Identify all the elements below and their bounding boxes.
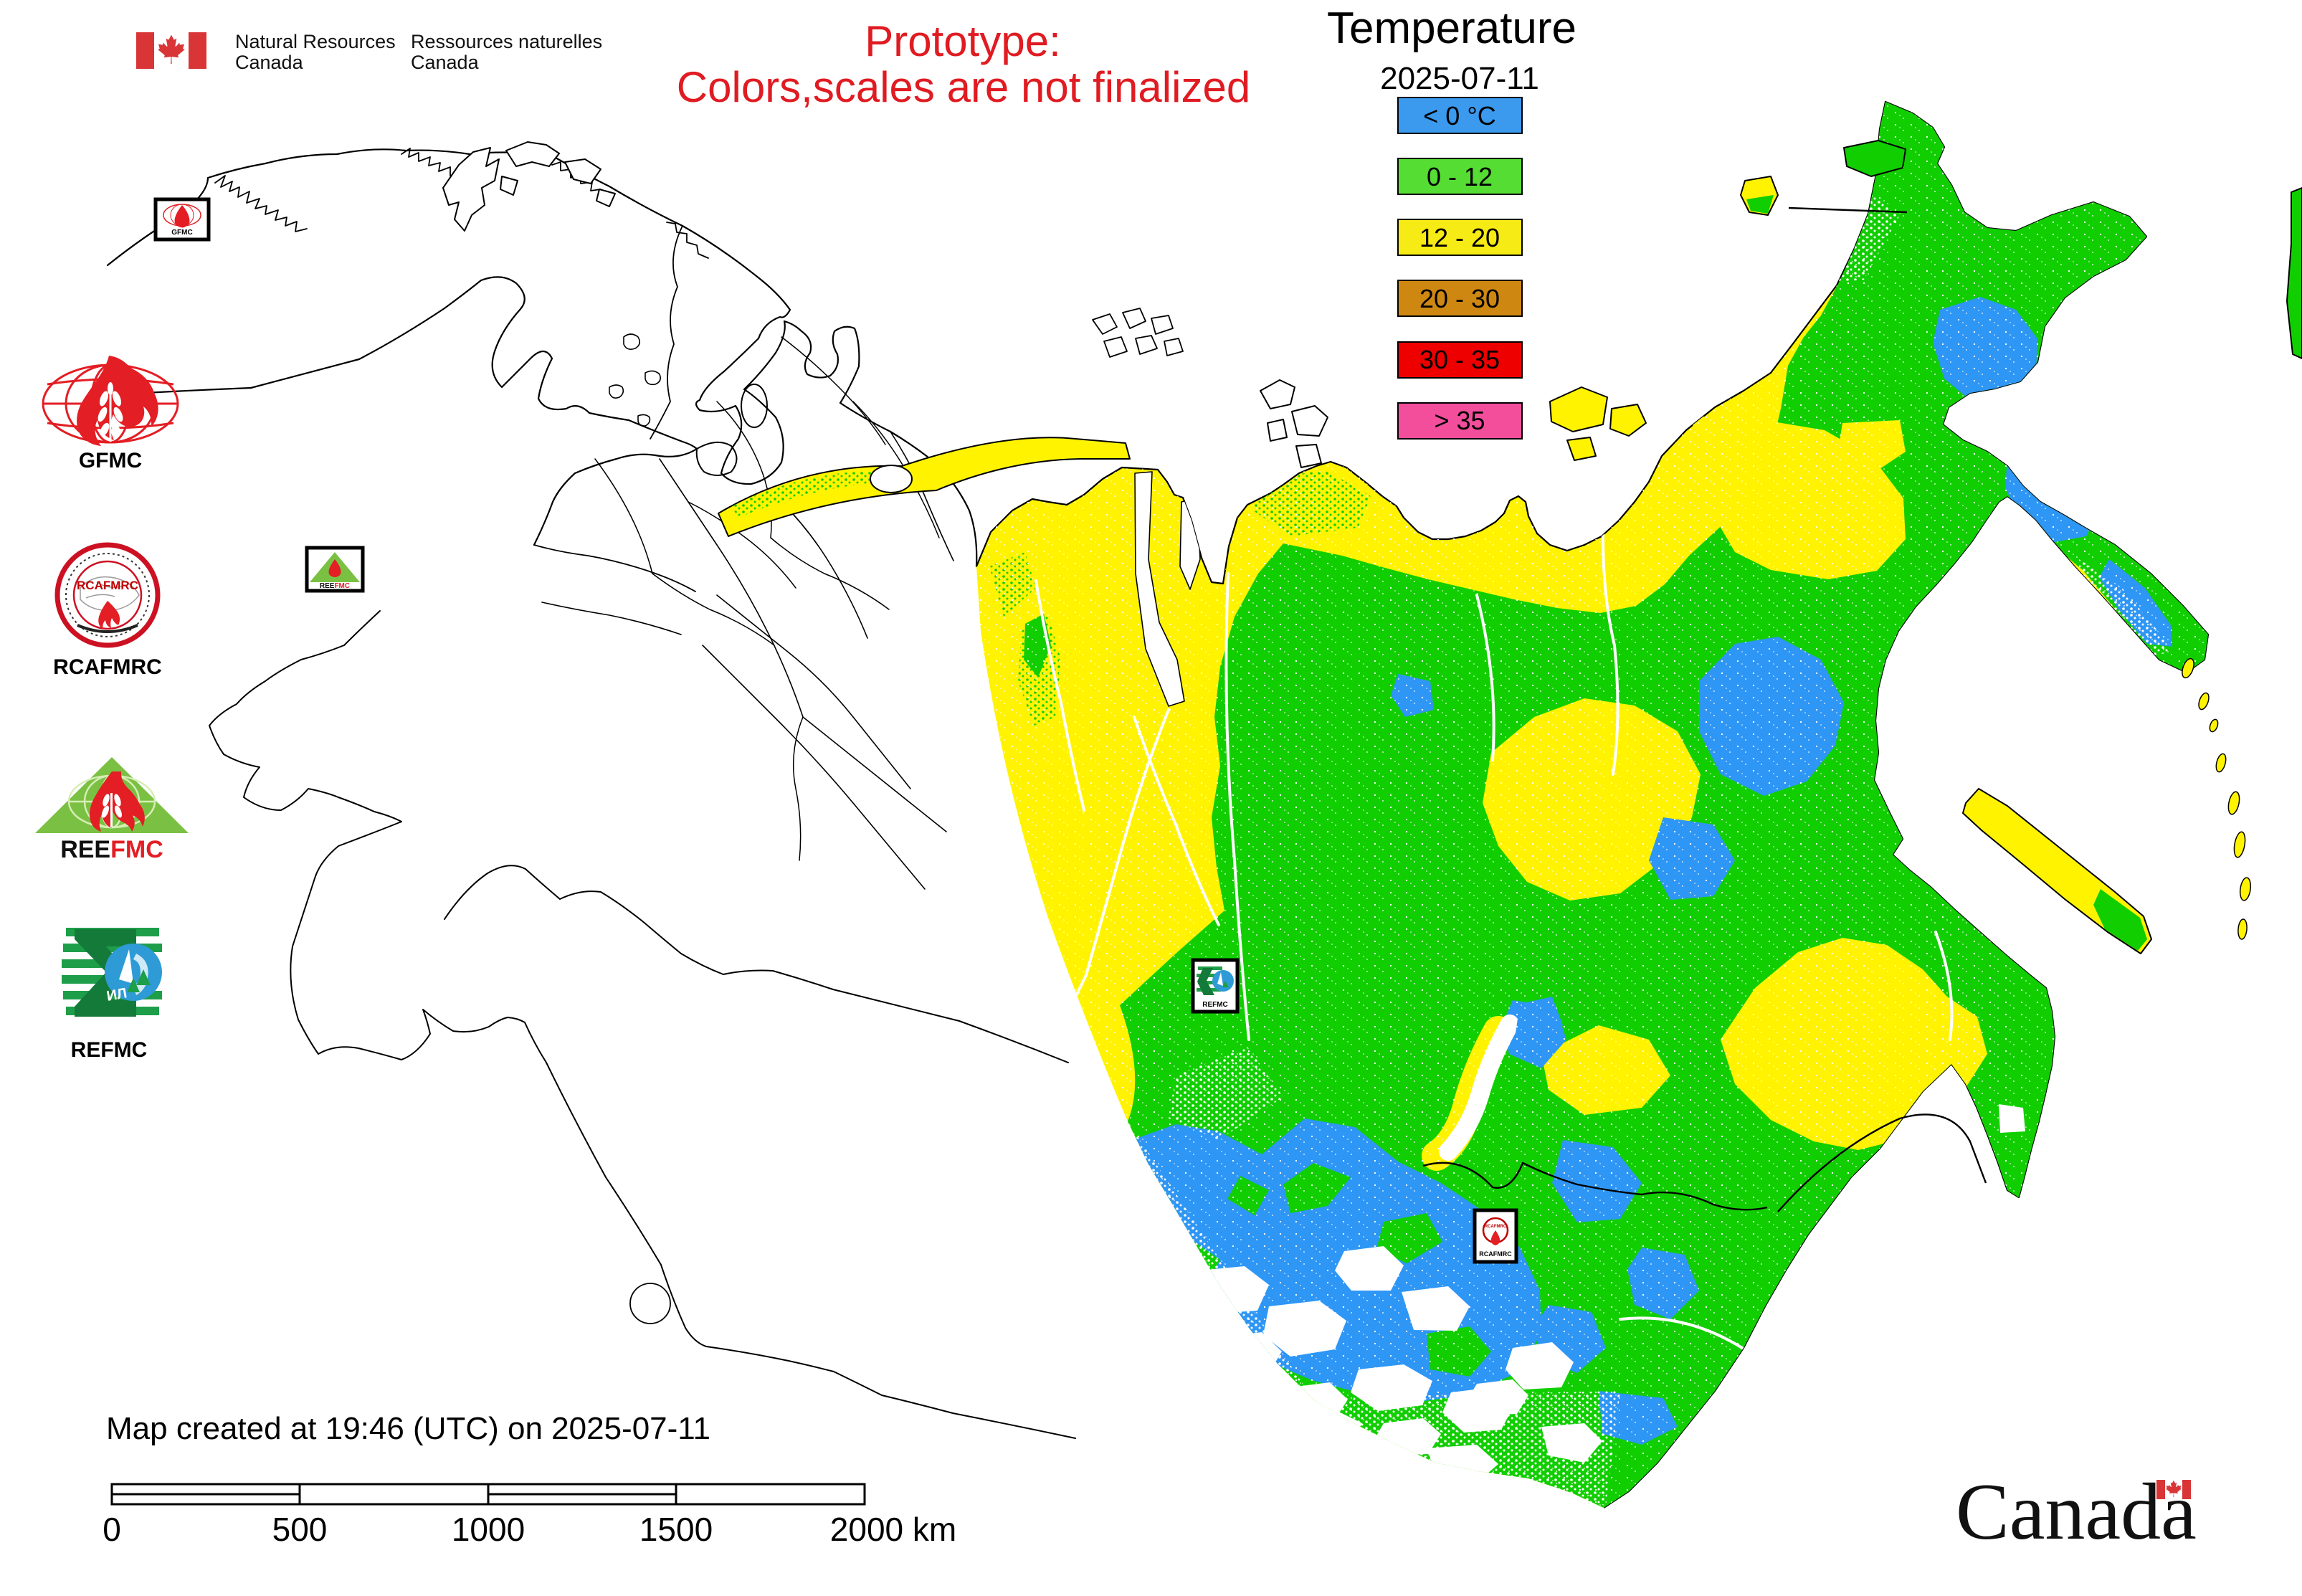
svg-text:REFMC: REFMC — [1202, 1001, 1228, 1009]
svg-text:20 - 30: 20 - 30 — [1419, 284, 1500, 313]
svg-text:< 0 °C: < 0 °C — [1423, 101, 1495, 130]
svg-text:REEFMC: REEFMC — [60, 836, 163, 863]
svg-text:GFMC: GFMC — [171, 229, 192, 237]
svg-text:Colors,scales are not finalize: Colors,scales are not finalized — [677, 63, 1250, 111]
svg-text:12 - 20: 12 - 20 — [1419, 223, 1500, 252]
svg-text:2000 km: 2000 km — [830, 1511, 956, 1548]
svg-text:1500: 1500 — [639, 1511, 713, 1548]
svg-text:0: 0 — [103, 1511, 121, 1548]
svg-text:Natural Resources: Natural Resources — [235, 31, 396, 52]
svg-text:RCAFMRC: RCAFMRC — [1479, 1250, 1512, 1258]
svg-text:RCAFMRC: RCAFMRC — [77, 579, 138, 592]
svg-text:Temperature: Temperature — [1327, 4, 1576, 53]
svg-text:Map created at 19:46 (UTC) on: Map created at 19:46 (UTC) on 2025-07-11 — [106, 1411, 710, 1446]
svg-text:REEFMC: REEFMC — [320, 582, 350, 590]
svg-text:1000: 1000 — [452, 1511, 525, 1548]
svg-text:2025-07-11: 2025-07-11 — [1380, 61, 1539, 96]
svg-text:RCAFMRC: RCAFMRC — [1485, 1225, 1507, 1229]
svg-text:GFMC: GFMC — [79, 449, 142, 472]
svg-text:Ressources naturelles: Ressources naturelles — [411, 31, 602, 52]
svg-text:0 - 12: 0 - 12 — [1427, 162, 1493, 191]
svg-text:Canada: Canada — [1956, 1468, 2197, 1557]
svg-text:500: 500 — [272, 1511, 328, 1548]
svg-text:REFMC: REFMC — [71, 1038, 148, 1062]
svg-text:Canada: Canada — [411, 52, 480, 73]
svg-text:> 35: > 35 — [1434, 406, 1485, 435]
svg-text:30 - 35: 30 - 35 — [1419, 345, 1500, 374]
svg-text:ИЛ: ИЛ — [105, 985, 128, 1004]
svg-text:Prototype:: Prototype: — [865, 17, 1061, 65]
svg-text:Canada: Canada — [235, 52, 304, 73]
svg-text:RCAFMRC: RCAFMRC — [53, 655, 162, 679]
